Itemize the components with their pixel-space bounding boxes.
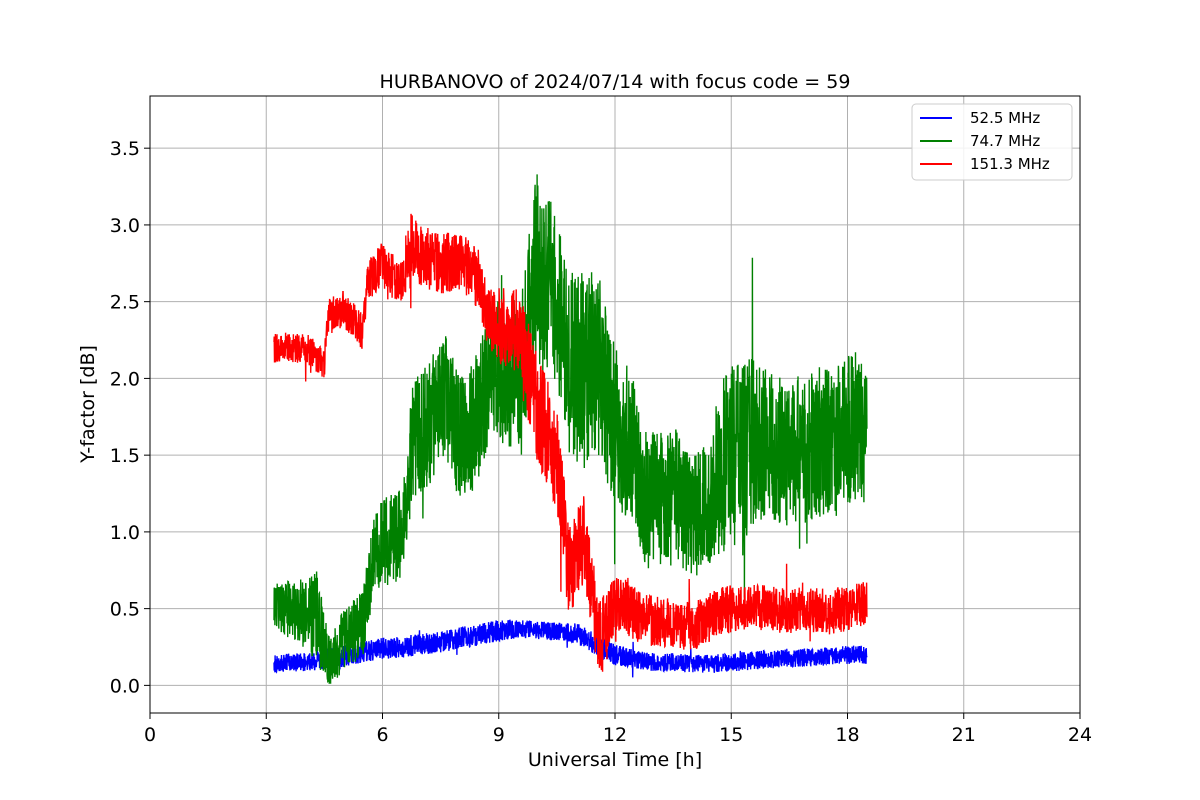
x-tick-label: 6 bbox=[376, 724, 388, 746]
y-tick-label: 2.0 bbox=[110, 368, 140, 390]
legend-label-74-7-mhz: 74.7 MHz bbox=[970, 132, 1040, 150]
ticks: 0 3 6 9 12 15 18 21 24 0.0 0.5 1.0 1.5 2.0 2.5 3.0 3.5 bbox=[110, 138, 1092, 746]
y-tick-label: 1.0 bbox=[110, 522, 140, 544]
x-tick-label: 9 bbox=[493, 724, 505, 746]
x-tick-label: 15 bbox=[719, 724, 743, 746]
x-axis-label: Universal Time [h] bbox=[528, 749, 702, 771]
y-tick-label: 0.0 bbox=[110, 675, 140, 697]
legend-box bbox=[911, 103, 1073, 181]
series-line-52-5-mhz bbox=[273, 619, 868, 678]
x-tick-label: 21 bbox=[952, 724, 976, 746]
y-tick-label: 1.5 bbox=[110, 445, 140, 467]
series-line-151-3-mhz bbox=[273, 213, 868, 672]
legend-label-151-3-mhz: 151.3 MHz bbox=[970, 155, 1050, 173]
legend-label-52-5-mhz: 52.5 MHz bbox=[970, 109, 1040, 127]
y-tick-label: 2.5 bbox=[110, 292, 140, 314]
y-axis-label: Y-factor [dB] bbox=[77, 345, 99, 464]
y-tick-label: 0.5 bbox=[110, 599, 140, 621]
series-layer bbox=[273, 174, 868, 684]
x-tick-label: 18 bbox=[835, 724, 859, 746]
y-tick-label: 3.5 bbox=[110, 138, 140, 160]
y-tick-label: 3.0 bbox=[110, 215, 140, 237]
chart-title: HURBANOVO of 2024/07/14 with focus code … bbox=[380, 71, 851, 93]
legend: 52.5 MHz 74.7 MHz 151.3 MHz bbox=[911, 103, 1073, 181]
x-tick-label: 0 bbox=[144, 724, 156, 746]
x-tick-label: 3 bbox=[260, 724, 272, 746]
x-tick-label: 12 bbox=[603, 724, 627, 746]
series-line-74-7-mhz bbox=[273, 174, 868, 684]
x-tick-label: 24 bbox=[1068, 724, 1092, 746]
